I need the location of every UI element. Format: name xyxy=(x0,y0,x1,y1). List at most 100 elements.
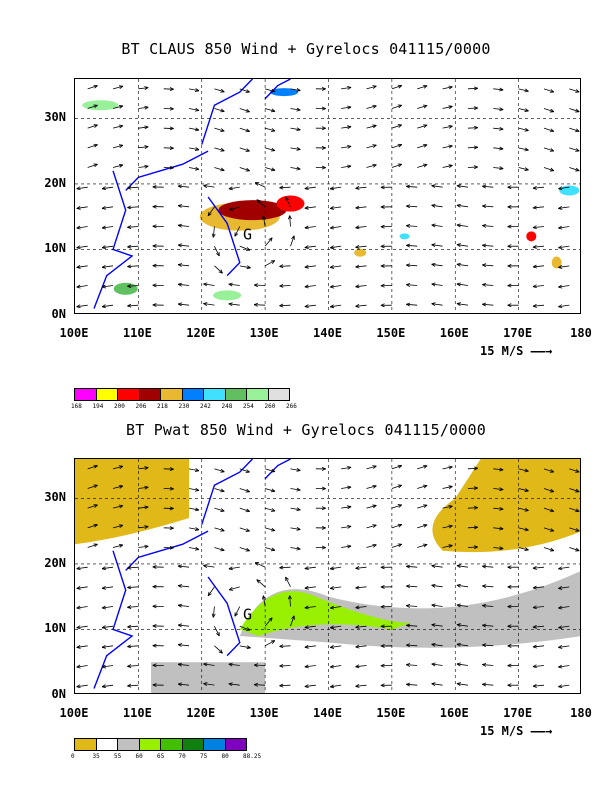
wind-arrowhead xyxy=(118,124,124,129)
wind-vector xyxy=(558,586,570,589)
wind-vector xyxy=(330,226,342,229)
wind-vector xyxy=(178,644,190,647)
wind-arrowhead xyxy=(575,508,580,513)
wind-arrowhead xyxy=(372,163,377,168)
wind-vector xyxy=(391,543,402,548)
wind-vector xyxy=(228,683,240,686)
wind-arrowhead xyxy=(177,603,183,608)
wind-vector xyxy=(127,606,139,608)
wind-vector xyxy=(203,283,215,286)
wind-vector xyxy=(290,88,301,91)
wind-vector xyxy=(330,265,342,268)
wind-vector xyxy=(212,226,215,238)
wind-vector xyxy=(76,606,88,609)
wind-vector xyxy=(214,547,225,551)
wind-arrowhead xyxy=(406,623,411,628)
wind-vector xyxy=(406,284,418,286)
wind-vector xyxy=(391,124,402,129)
wind-vector xyxy=(391,104,402,109)
wind-arrowhead xyxy=(532,664,537,669)
wind-arrowhead xyxy=(177,223,183,228)
wind-arrowhead xyxy=(152,663,157,668)
wind-vector xyxy=(417,85,428,90)
wind-vector xyxy=(406,185,418,188)
claus-colorbar xyxy=(74,388,290,404)
wind-vector xyxy=(304,586,316,589)
wind-vector xyxy=(101,665,114,668)
colorbar-label: 260 xyxy=(264,403,276,410)
wind-arrowhead xyxy=(321,165,326,170)
wind-arrowhead xyxy=(558,664,563,669)
wind-arrowhead xyxy=(304,605,309,610)
wind-arrowhead xyxy=(558,265,563,269)
wind-vector xyxy=(127,285,139,287)
wind-arrowhead xyxy=(218,269,223,274)
wind-arrowhead xyxy=(482,682,487,687)
wind-arrowhead xyxy=(406,663,411,667)
wind-arrowhead xyxy=(127,205,132,210)
wind-vector xyxy=(341,165,352,168)
wind-vector xyxy=(341,545,352,548)
wind-vector xyxy=(355,645,367,648)
wind-arrowhead xyxy=(499,107,504,112)
wind-vector xyxy=(178,205,190,208)
wind-arrowhead xyxy=(558,225,563,230)
colorbar-swatch xyxy=(74,388,97,401)
wind-arrowhead xyxy=(456,203,461,208)
wind-arrowhead xyxy=(271,88,276,93)
wind-arrowhead xyxy=(448,524,453,529)
wind-vector xyxy=(127,206,139,209)
wind-arrowhead xyxy=(152,204,157,209)
wind-arrowhead xyxy=(431,682,436,687)
wind-arrowhead xyxy=(254,562,260,566)
cloud-field-7 xyxy=(113,282,138,295)
wind-vector xyxy=(532,645,545,648)
wind-arrowhead xyxy=(101,566,106,571)
wind-arrowhead xyxy=(406,283,411,287)
wind-vector xyxy=(265,88,276,93)
wind-vector xyxy=(456,643,468,647)
wind-vector xyxy=(127,226,139,228)
wind-arrowhead xyxy=(473,505,479,510)
wind-arrowhead xyxy=(93,464,98,469)
wind-arrowhead xyxy=(575,167,580,172)
colorbar-label: 88.25 xyxy=(243,753,262,760)
wind-vector xyxy=(442,545,453,548)
wind-arrowhead xyxy=(347,544,352,549)
wind-arrowhead xyxy=(169,467,174,471)
wind-vector xyxy=(228,283,240,286)
colorbar-label: 80 xyxy=(221,753,229,760)
wind-arrowhead xyxy=(253,682,259,687)
wind-arrowhead xyxy=(347,164,352,169)
wind-vector xyxy=(431,204,443,208)
wind-arrowhead xyxy=(216,251,220,257)
wind-vector xyxy=(330,625,342,629)
wind-arrowhead xyxy=(76,664,81,669)
wind-arrowhead xyxy=(431,282,436,287)
wind-vector xyxy=(456,185,468,188)
wind-arrowhead xyxy=(524,147,529,152)
wind-arrowhead xyxy=(144,164,149,169)
wind-arrowhead xyxy=(558,566,563,571)
wind-arrowhead xyxy=(304,186,309,191)
wind-arrowhead xyxy=(220,128,225,132)
wind-arrowhead xyxy=(93,484,98,489)
wind-vector xyxy=(532,186,545,189)
wind-vector xyxy=(138,545,149,548)
wind-vector xyxy=(101,566,114,570)
wind-vector xyxy=(431,244,443,247)
wind-arrowhead xyxy=(245,547,250,552)
wind-arrowhead xyxy=(296,487,301,492)
wind-arrowhead xyxy=(499,126,504,131)
wind-vector xyxy=(178,185,190,188)
wind-arrowhead xyxy=(456,662,461,667)
wind-arrowhead xyxy=(169,486,174,491)
wind-vector xyxy=(456,204,468,208)
wind-arrowhead xyxy=(507,604,512,609)
wind-arrowhead xyxy=(245,627,251,631)
wind-arrowhead xyxy=(304,585,309,590)
wind-arrowhead xyxy=(296,88,301,92)
wind-arrowhead xyxy=(423,464,428,469)
wind-arrowhead xyxy=(448,485,453,490)
wind-vector xyxy=(366,465,377,470)
